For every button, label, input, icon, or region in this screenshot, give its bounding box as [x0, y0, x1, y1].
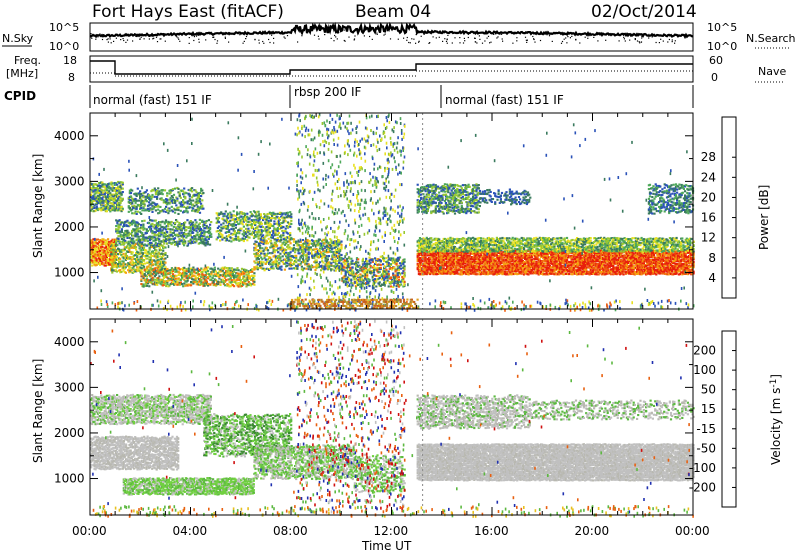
y-tick-label: 1000 — [54, 266, 85, 280]
x-tick-label: 00:00 — [72, 524, 107, 538]
power-colorbar-tick: 16 — [701, 211, 716, 225]
power-colorbar-tick: 8 — [708, 251, 716, 265]
freq-trace — [90, 60, 693, 75]
velocity-colorbar-tick: 15 — [701, 402, 716, 416]
cpid-segment-2: rbsp 200 IF — [294, 85, 361, 99]
velocity-colorbar-tick: -15 — [696, 422, 716, 436]
nave-tick-60: 60 — [709, 54, 723, 67]
nsky-top-tick: 10^5 — [49, 21, 79, 34]
velocity-ylabel: Slant Range [km] — [31, 359, 45, 463]
velocity-colorbar-label: Velocity [m s-1] — [769, 374, 783, 465]
x-tick-label: 16:00 — [474, 524, 509, 538]
velocity-colorbar-tick: -50 — [696, 441, 716, 455]
nsky-label: N.Sky — [2, 32, 34, 45]
power-colorbar: 4 8 12 16 20 24 28 — [701, 116, 737, 299]
power-heatmap — [90, 113, 695, 312]
freq-label-2: [MHz] — [6, 67, 38, 80]
cpid-label: CPID — [4, 89, 36, 103]
velocity-colorbar-tick: 50 — [701, 383, 716, 397]
power-colorbar-tick: 20 — [701, 190, 716, 204]
velocity-colorbar-tick: 200 — [693, 344, 716, 358]
velocity-colorbar-tick: 100 — [693, 363, 716, 377]
velocity-colorbar-tick: -100 — [689, 461, 716, 475]
velocity-heatmap — [90, 319, 695, 518]
power-colorbar-tick: 24 — [701, 170, 716, 184]
x-tick-label: 00:00 — [675, 524, 710, 538]
date-title: 02/Oct/2014 — [591, 2, 697, 22]
station-title: Fort Hays East (fitACF) — [92, 2, 284, 22]
velocity-axes: 1000 2000 3000 4000 — [54, 319, 694, 515]
nsky-bottom-tick: 10^0 — [49, 40, 79, 53]
y-tick-label: 3000 — [54, 380, 85, 394]
y-tick-label: 4000 — [54, 129, 85, 143]
y-tick-label: 2000 — [54, 220, 85, 234]
nsearch-bottom-tick: 10^0 — [707, 40, 737, 53]
freq-tick-18: 18 — [63, 54, 77, 67]
power-colorbar-tick: 4 — [708, 271, 716, 285]
freq-panel-frame — [89, 55, 694, 83]
nsearch-top-tick: 10^5 — [707, 21, 737, 34]
x-tick-label: 12:00 — [374, 524, 409, 538]
freq-label-1: Freq. — [14, 54, 41, 67]
freq-tick-8: 8 — [68, 71, 75, 84]
power-colorbar-tick: 12 — [701, 231, 716, 245]
x-tick-label: 08:00 — [273, 524, 308, 538]
cpid-segment-1: normal (fast) 151 IF — [93, 93, 212, 107]
velocity-colorbar-tick: -200 — [689, 480, 716, 494]
velocity-colorbar: 200 100 50 15 -15 -50 -100 -200 — [689, 330, 737, 508]
power-ylabel: Slant Range [km] — [31, 154, 45, 258]
y-tick-label: 2000 — [54, 426, 85, 440]
x-tick-labels: 00:00 04:00 08:00 12:00 16:00 20:00 00:00 — [72, 524, 710, 538]
power-colorbar-tick: 28 — [701, 150, 716, 164]
cpid-segment-3: normal (fast) 151 IF — [445, 93, 564, 107]
nsearch-label: N.Search — [746, 32, 796, 45]
y-tick-label: 1000 — [54, 472, 85, 486]
nave-tick-0: 0 — [711, 71, 718, 84]
beam-title: Beam 04 — [355, 2, 431, 22]
y-tick-label: 4000 — [54, 335, 85, 349]
power-colorbar-label: Power [dB] — [757, 185, 771, 250]
nave-label: Nave — [758, 65, 786, 78]
x-axis-label: Time UT — [361, 539, 412, 553]
x-tick-label: 20:00 — [575, 524, 610, 538]
nsky-trace — [89, 21, 694, 44]
y-tick-label: 3000 — [54, 174, 85, 188]
power-axes: 1000 2000 3000 4000 — [54, 113, 694, 309]
x-tick-label: 04:00 — [173, 524, 208, 538]
